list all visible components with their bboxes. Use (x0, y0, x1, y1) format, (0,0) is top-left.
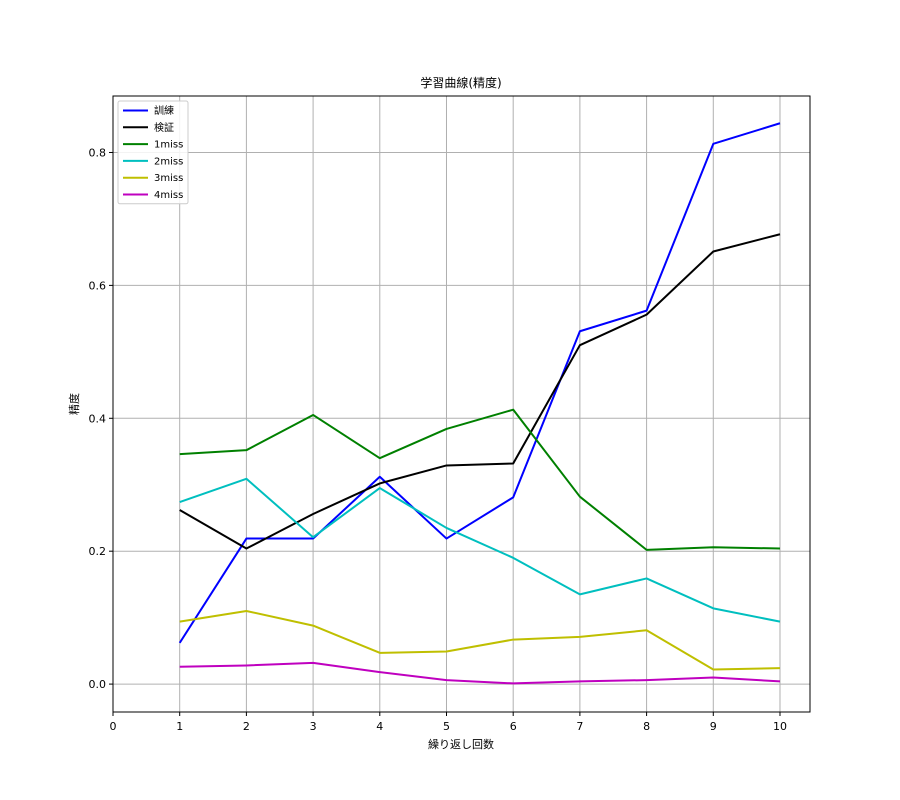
legend-label: 1miss (154, 140, 183, 151)
legend-label: 検証 (154, 121, 174, 134)
series-line-1miss (179, 408, 781, 551)
x-tick-label: 6 (510, 720, 517, 733)
series-lines (178, 122, 781, 685)
x-tick-label: 9 (710, 720, 717, 733)
x-axis-title: 繰り返し回数 (428, 737, 494, 751)
x-tick-label: 1 (176, 720, 183, 733)
y-tick-label: 0.6 (89, 279, 107, 292)
series-line-3miss (179, 609, 781, 671)
series-line-4miss (179, 661, 781, 685)
plot-area-frame (112, 95, 811, 713)
x-tick-label: 2 (243, 720, 250, 733)
y-tick-label: 0.8 (89, 146, 107, 159)
legend-label: 4miss (154, 190, 183, 201)
x-tick-label: 3 (310, 720, 317, 733)
y-tick-label: 0.0 (89, 678, 107, 691)
y-tick-label: 0.4 (89, 412, 107, 425)
legend-label: 2miss (154, 156, 183, 167)
series-line-2miss (179, 477, 781, 623)
x-tick-label: 5 (443, 720, 450, 733)
x-tick-label: 7 (576, 720, 583, 733)
y-tick-label: 0.2 (89, 545, 107, 558)
series-line-検証 (179, 233, 781, 550)
chart-title: 学習曲線(精度) (420, 75, 501, 90)
legend-label: 3miss (154, 173, 183, 184)
legend-box (117, 100, 189, 205)
legend-label: 訓練 (154, 104, 174, 117)
x-tick-label: 8 (643, 720, 650, 733)
axis-ticks: 0 1 2 3 4 5 6 7 8 9 10 0.0 0.2 0.4 0.6 0.8 (89, 146, 787, 733)
x-tick-label: 10 (773, 720, 787, 733)
series-line-訓練 (178, 122, 781, 644)
y-axis-title: 精度 (67, 393, 81, 415)
x-tick-label: 4 (376, 720, 383, 733)
x-tick-label: 0 (110, 720, 117, 733)
